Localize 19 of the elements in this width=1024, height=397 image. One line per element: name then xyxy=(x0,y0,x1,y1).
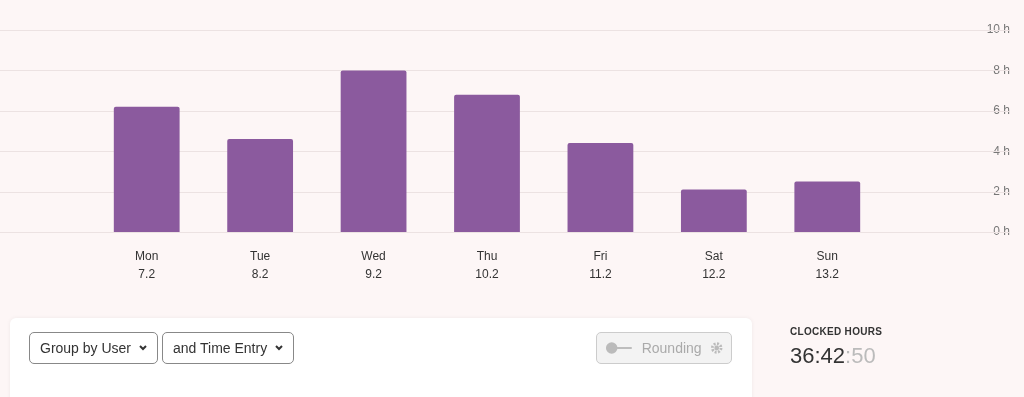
x-tick-label: Fri 11.2 xyxy=(589,249,612,282)
bar xyxy=(680,189,747,232)
x-tick-label: Sun 13.2 xyxy=(815,249,840,282)
x-tick-label: Tue 8.2 xyxy=(250,249,271,282)
bar xyxy=(227,139,294,232)
text: Group by User xyxy=(40,340,132,356)
text: and Time Entry xyxy=(173,340,268,356)
text: Rounding xyxy=(641,340,702,356)
bar xyxy=(794,181,861,232)
text: 36:42:50 xyxy=(790,343,877,369)
x-tick-label: Thu 10.2 xyxy=(475,249,499,282)
bar xyxy=(113,106,180,232)
bar xyxy=(340,70,407,232)
x-tick-label: Mon 7.2 xyxy=(135,249,159,282)
bar xyxy=(567,143,634,232)
x-tick-label: Wed 9.2 xyxy=(361,249,386,282)
text: CLOCKED HOURS xyxy=(790,326,883,337)
bar xyxy=(454,94,520,232)
x-tick-label: Sat 12.2 xyxy=(702,249,726,282)
